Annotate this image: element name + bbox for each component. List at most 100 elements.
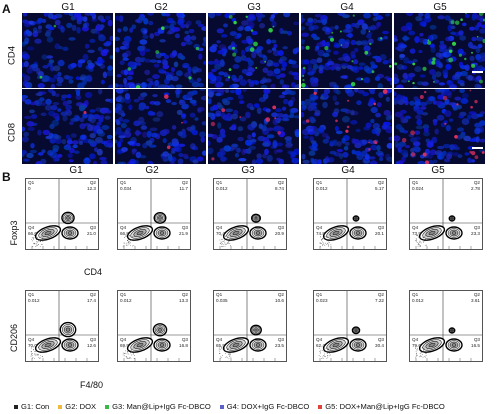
quadrant-value-q3: 30.4: [375, 343, 384, 348]
quadrant-value-q2: 13.3: [179, 298, 188, 303]
quadrant-name-q2: Q2: [89, 180, 96, 185]
legend-item-g2: G2: DOX: [58, 402, 96, 411]
micro-col-header-4: G4: [340, 2, 354, 13]
flow-plot-row1-g3: Q1 0.012 Q2 8.74 Q3 20.9 Q4 70.4: [213, 178, 287, 250]
quadrant-value-q2: 8.74: [275, 186, 284, 191]
flow-row1-xlabel: CD4: [84, 267, 103, 277]
micrograph-cd4-g3: [208, 13, 299, 88]
quadrant-value-q1: 0.012: [120, 298, 132, 303]
quadrant-value-q4: 70.0: [28, 343, 37, 348]
quadrant-name-q3: Q3: [89, 337, 96, 342]
quadrant-name-q1: Q1: [316, 292, 323, 297]
quadrant-value-q1: 0: [28, 186, 31, 191]
quadrant-value-q2: 17.4: [87, 298, 96, 303]
quadrant-name-q1: Q1: [216, 180, 223, 185]
quadrant-value-q4: 62.4: [316, 343, 325, 348]
flow-row1-ylabel: Foxp3: [9, 220, 19, 246]
micro-col-header-3: G3: [247, 2, 261, 13]
quadrant-name-q2: Q2: [473, 292, 480, 297]
legend-label-g4: G4: DOX+IgG Fc-DBCO: [226, 402, 310, 411]
micro-col-header-1: G1: [61, 2, 75, 13]
flow-col-header-1: G1: [69, 165, 83, 176]
quadrant-value-q2: 12.3: [87, 186, 96, 191]
quadrant-name-q3: Q3: [473, 337, 480, 342]
flow-plot-row1-g1: Q1 0 Q2 12.3 Q3 21.0 Q4 66.6: [25, 178, 99, 250]
micrograph-cd8-g2: [115, 89, 206, 164]
micrograph-cd4-g4: [301, 13, 392, 88]
quadrant-name-q3: Q3: [277, 337, 284, 342]
micrograph-cd8-g4: [301, 89, 392, 164]
legend-swatch-g2: [58, 405, 63, 409]
quadrant-name-q2: Q2: [181, 292, 188, 297]
quadrant-name-q3: Q3: [181, 337, 188, 342]
micrograph-cd8-g3: [208, 89, 299, 164]
quadrant-value-q4: 70.4: [216, 231, 225, 236]
micro-col-header-5: G5: [433, 2, 447, 13]
quadrant-name-q2: Q2: [277, 180, 284, 185]
micrograph-cd8-g5: [394, 89, 485, 164]
quadrant-value-q3: 21.9: [179, 231, 188, 236]
quadrant-name-q4: Q4: [316, 225, 323, 230]
legend-swatch-g1: [14, 405, 18, 409]
quadrant-value-q3: 23.5: [275, 343, 284, 348]
micrograph-cd4-g1: [22, 13, 113, 88]
quadrant-name-q4: Q4: [120, 225, 127, 230]
flow-plot-row1-g2: Q1 0.034 Q2 11.7 Q3 21.9 Q4 66.8: [117, 178, 191, 250]
quadrant-value-q3: 16.5: [471, 343, 480, 348]
quadrant-value-q4: 73.9: [412, 231, 421, 236]
quadrant-value-q2: 7.22: [375, 298, 384, 303]
legend-label-g5: G5: DOX+Man@Lip+IgG Fc-DBCO: [325, 402, 445, 411]
flow-col-header-4: G4: [341, 165, 355, 176]
legend-label-g1: G1: Con: [21, 402, 50, 411]
micrograph-cd4-g2: [115, 13, 206, 88]
flow-row2-xlabel: F4/80: [80, 380, 104, 390]
flow-plot-row2-g2: Q1 0.012 Q2 13.3 Q3 16.8 Q4 69.9: [117, 290, 191, 362]
quadrant-name-q2: Q2: [181, 180, 188, 185]
quadrant-name-q3: Q3: [377, 337, 384, 342]
quadrant-value-q1: 0.035: [216, 298, 228, 303]
quadrant-value-q1: 0.012: [412, 298, 424, 303]
scale-bar: [472, 147, 483, 149]
flow-col-header-5: G5: [431, 165, 445, 176]
flow-plot-row2-g3: Q1 0.035 Q2 10.6 Q3 23.5 Q4 65.9: [213, 290, 287, 362]
quadrant-name-q4: Q4: [316, 337, 323, 342]
legend: G1: Con G2: DOX G3: Man@Lip+IgG Fc-DBCO G4:…: [14, 402, 500, 411]
flow-plot-row2-g5: Q1 0.012 Q2 3.61 Q3 16.5 Q4 79.6: [409, 290, 483, 362]
flow-plot-row1-g5: Q1 0.024 Q2 2.78 Q3 23.3 Q4 73.9: [409, 178, 483, 250]
quadrant-value-q3: 12.6: [87, 343, 96, 348]
quadrant-value-q1: 0.012: [216, 186, 228, 191]
quadrant-name-q1: Q1: [28, 180, 35, 185]
quadrant-value-q1: 0.024: [412, 186, 424, 191]
quadrant-value-q4: 65.9: [216, 343, 225, 348]
quadrant-value-q3: 23.3: [471, 231, 480, 236]
quadrant-value-q4: 66.6: [28, 231, 37, 236]
legend-item-g5: G5: DOX+Man@Lip+IgG Fc-DBCO: [318, 402, 445, 411]
quadrant-name-q3: Q3: [377, 225, 384, 230]
quadrant-value-q2: 2.78: [471, 186, 480, 191]
quadrant-name-q4: Q4: [28, 337, 35, 342]
quadrant-name-q2: Q2: [473, 180, 480, 185]
quadrant-name-q3: Q3: [277, 225, 284, 230]
legend-item-g4: G4: DOX+IgG Fc-DBCO: [219, 402, 310, 411]
legend-swatch-g5: [318, 405, 323, 409]
micro-col-header-2: G2: [154, 2, 168, 13]
quadrant-value-q2: 3.61: [471, 298, 480, 303]
flow-col-header-3: G3: [241, 165, 255, 176]
quadrant-name-q2: Q2: [277, 292, 284, 297]
quadrant-name-q2: Q2: [377, 180, 384, 185]
quadrant-name-q4: Q4: [28, 225, 35, 230]
quadrant-name-q4: Q4: [216, 337, 223, 342]
quadrant-name-q3: Q3: [473, 225, 480, 230]
quadrant-name-q1: Q1: [316, 180, 323, 185]
quadrant-name-q4: Q4: [412, 225, 419, 230]
flow-row2-ylabel: CD206: [9, 324, 19, 353]
quadrant-name-q4: Q4: [412, 337, 419, 342]
quadrant-value-q2: 5.17: [375, 186, 384, 191]
legend-item-g1: G1: Con: [14, 402, 49, 411]
quadrant-value-q4: 79.6: [412, 343, 421, 348]
quadrant-value-q3: 21.0: [87, 231, 96, 236]
quadrant-name-q3: Q3: [181, 225, 188, 230]
quadrant-name-q4: Q4: [120, 337, 127, 342]
flow-plot-row2-g1: Q1 0.012 Q2 17.4 Q3 12.6 Q4 70.0: [25, 290, 99, 362]
quadrant-value-q3: 20.9: [275, 231, 284, 236]
